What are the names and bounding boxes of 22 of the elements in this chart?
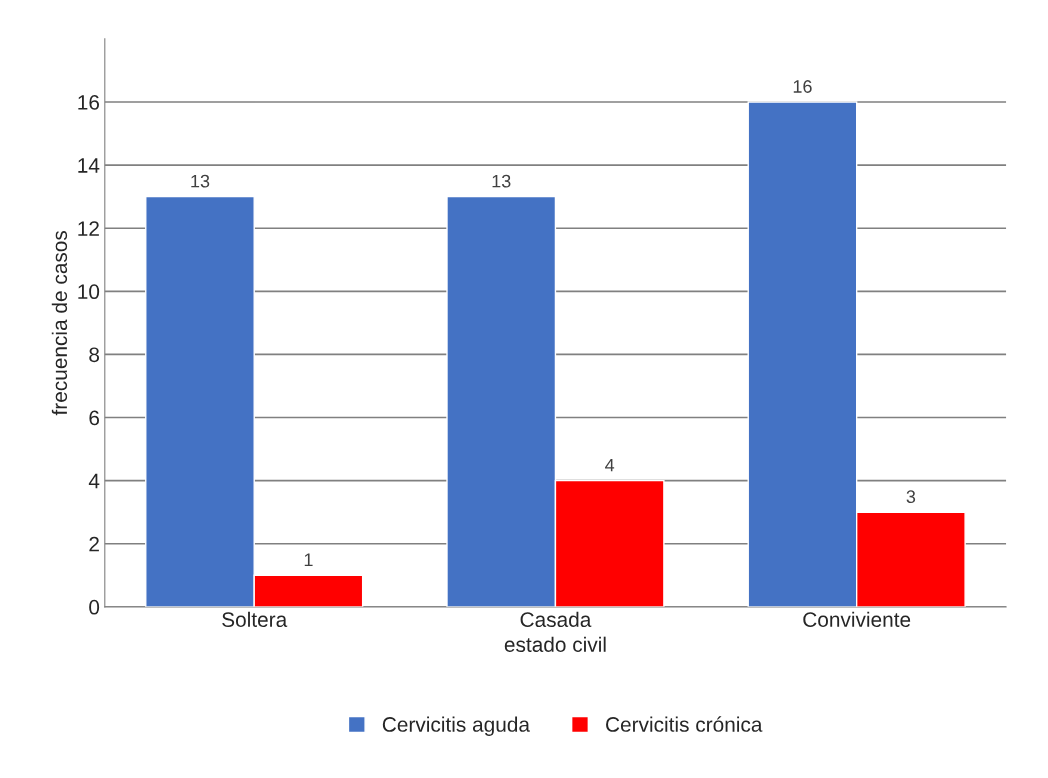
y-tick-label: 2 xyxy=(89,536,99,552)
x-tick-label: Conviviente xyxy=(803,611,911,627)
y-tick-label: 14 xyxy=(78,158,100,173)
data-label: 3 xyxy=(906,490,916,504)
data-label: 13 xyxy=(191,174,210,188)
y-tick-label: 6 xyxy=(89,410,100,426)
data-label: 16 xyxy=(793,80,812,93)
y-tick-label: 10 xyxy=(78,284,100,300)
x-tick-label: Soltera xyxy=(222,611,288,627)
y-tick-label: 0 xyxy=(89,599,100,615)
legend-label: Cervicitis aguda xyxy=(382,716,530,736)
data-label: 1 xyxy=(304,553,313,566)
y-tick-label: 4 xyxy=(88,473,100,489)
legend-label: Cervicitis crónica xyxy=(606,716,763,732)
y-tick-label: 16 xyxy=(78,95,100,110)
x-tick-label: Casada xyxy=(520,611,592,627)
x-axis-title: estado civil xyxy=(504,636,606,652)
y-tick-label: 8 xyxy=(89,347,100,363)
y-axis-title: frecuencia de casos xyxy=(51,230,68,416)
data-label: 4 xyxy=(605,458,615,472)
y-tick-label: 12 xyxy=(78,221,99,236)
data-label: 13 xyxy=(492,174,511,188)
